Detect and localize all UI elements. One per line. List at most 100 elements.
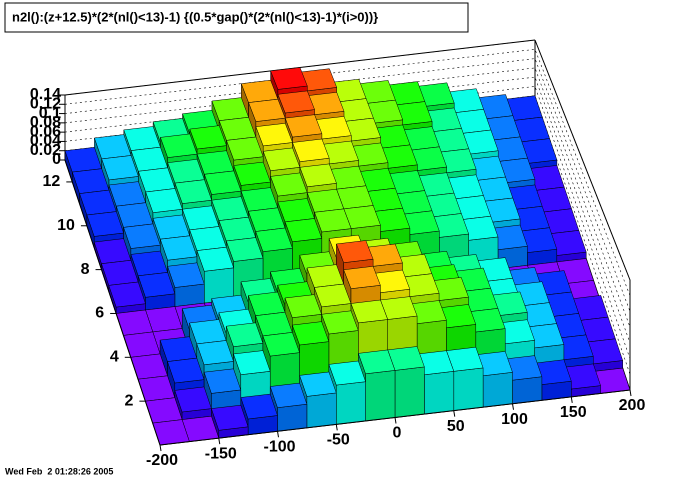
bar-top xyxy=(101,155,139,181)
y-axis xyxy=(64,159,161,446)
bar-top xyxy=(137,272,176,298)
x-tick xyxy=(629,389,632,397)
bar-top xyxy=(225,322,264,347)
bar xyxy=(108,281,146,314)
x-tick-label: 200 xyxy=(619,397,646,414)
x-tick xyxy=(218,438,221,445)
x-tick-label: -200 xyxy=(146,452,178,469)
z-tick-label: 0.06 xyxy=(30,123,61,140)
frame-edge xyxy=(534,39,631,281)
bar-top xyxy=(240,393,278,420)
bar-top xyxy=(211,404,249,431)
bar-top xyxy=(314,208,352,233)
grid-line xyxy=(64,76,631,344)
bar xyxy=(240,393,278,435)
bar-top xyxy=(167,262,205,288)
bar-front xyxy=(365,370,396,422)
bar-front xyxy=(424,371,455,415)
bar-top xyxy=(167,357,205,384)
z-tick-label: 0.04 xyxy=(30,133,61,150)
bar-top xyxy=(174,386,212,413)
x-tick-label: 100 xyxy=(501,411,528,428)
z-tick-label: 0 xyxy=(52,151,61,168)
bar-top xyxy=(203,368,242,394)
y-tick-label: 10 xyxy=(57,217,75,234)
y-tick-label: 8 xyxy=(81,261,90,278)
bar-top xyxy=(160,133,198,158)
bar-top xyxy=(313,283,352,308)
bar-top xyxy=(284,218,323,243)
title-box xyxy=(4,2,469,33)
bar-top xyxy=(159,235,198,261)
bar-top xyxy=(328,360,366,386)
y-tick-label: 2 xyxy=(124,392,133,409)
grid-line xyxy=(64,86,631,359)
bar-top xyxy=(204,170,242,195)
x-tick xyxy=(159,444,162,452)
x-tick-label: -100 xyxy=(263,438,295,455)
bar-top xyxy=(225,237,264,262)
bar-top xyxy=(196,246,235,272)
bar-front xyxy=(336,381,366,425)
bar-top xyxy=(248,98,286,122)
bar-top xyxy=(189,125,227,150)
bar-front xyxy=(394,366,425,418)
bar-front xyxy=(453,367,484,411)
y-tick-label: 4 xyxy=(110,349,119,366)
x-tick xyxy=(453,410,456,417)
bar-top xyxy=(145,188,183,213)
bar-top xyxy=(336,240,374,263)
x-tick xyxy=(335,424,338,431)
bar-top xyxy=(321,310,359,335)
bar-top xyxy=(86,211,124,237)
x-tick xyxy=(570,396,573,403)
bar-top xyxy=(270,172,308,197)
z-tick-label: 0.08 xyxy=(30,114,61,131)
bar-front xyxy=(174,283,205,307)
footer-date: Wed Feb 2 01:28:26 2005 xyxy=(5,466,113,476)
z-tick-label: 0.02 xyxy=(30,142,61,159)
z-tick-label: 0.12 xyxy=(30,96,61,113)
bar-top xyxy=(123,223,161,249)
x-tick xyxy=(394,417,397,424)
x-tick-label: 150 xyxy=(560,404,587,421)
bar-top xyxy=(255,123,293,147)
bar-top xyxy=(299,371,337,397)
bar-top xyxy=(350,299,389,324)
bar-top xyxy=(277,90,315,114)
x-tick-label: -150 xyxy=(205,445,237,462)
bar-top xyxy=(174,179,213,204)
bar-top xyxy=(270,67,308,90)
bar-top xyxy=(108,281,146,308)
bar-top xyxy=(255,227,293,252)
bar-top xyxy=(299,163,337,188)
bar-front xyxy=(512,376,543,405)
x-tick-label: 50 xyxy=(447,418,465,435)
bar-top xyxy=(226,136,264,161)
bar-top xyxy=(343,266,381,289)
z-tick-label: 0.1 xyxy=(39,105,61,122)
bar-top xyxy=(284,114,323,138)
bar-top xyxy=(357,349,396,375)
bar xyxy=(167,262,205,307)
x-tick-label: -50 xyxy=(327,432,350,449)
bar-top xyxy=(262,332,300,357)
bar-top xyxy=(233,350,271,375)
y-tick-label: 12 xyxy=(43,173,61,190)
bar-front xyxy=(306,392,337,429)
y-tick-label: 6 xyxy=(95,305,104,322)
bar-top xyxy=(284,294,322,318)
bar-top xyxy=(262,147,301,171)
x-tick xyxy=(277,431,279,438)
bar-front xyxy=(277,403,308,432)
bar-top xyxy=(233,161,271,186)
x-tick xyxy=(512,403,514,410)
x-tick-label: 0 xyxy=(393,425,402,442)
bar-top xyxy=(196,340,234,366)
bar-top xyxy=(292,138,330,162)
bar-top xyxy=(269,382,308,408)
bar xyxy=(211,404,249,439)
bar-top xyxy=(291,321,330,346)
